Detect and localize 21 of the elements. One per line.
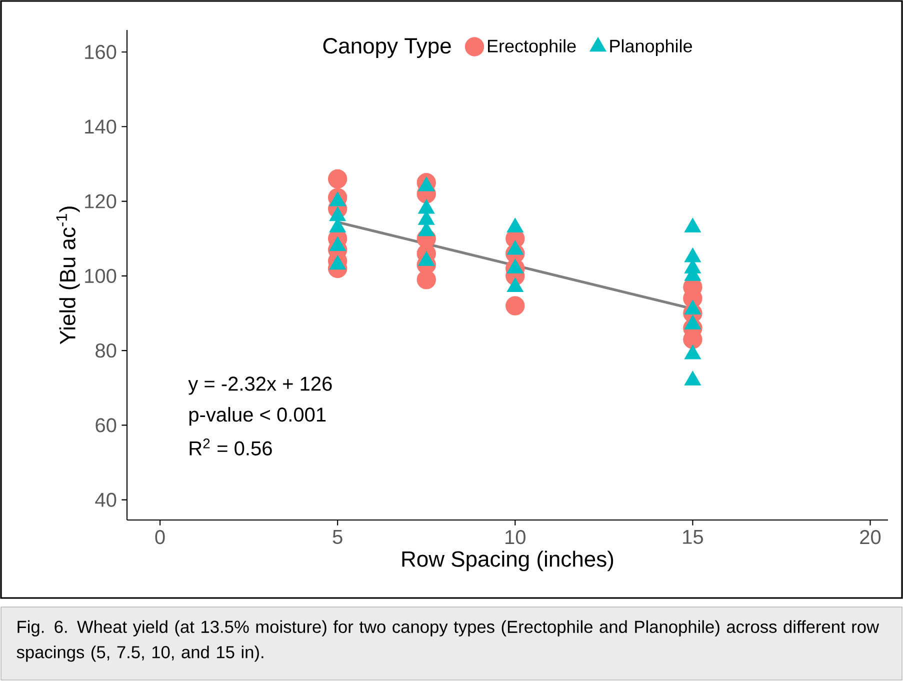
legend-title: Canopy Type [323, 38, 451, 58]
y-axis-title: Yield (Bu ac$^{-1}$) [56, 206, 80, 344]
y-tick-label: 100 [85, 268, 116, 284]
annotation: y = -2.32x + 126 [188, 376, 332, 395]
legend-label: Erectophile [488, 39, 576, 56]
x-tick-label: 10 [506, 530, 526, 544]
y-tick-label: 140 [85, 120, 116, 134]
x-tick-label: 0 [155, 530, 165, 544]
x-tick-label: 20 [860, 530, 881, 544]
y-tick-label: 60 [96, 418, 116, 432]
y-tick-label: 160 [85, 44, 116, 60]
y-tick-label: 120 [85, 194, 116, 208]
annotation: R$^{2}$ = 0.56 [190, 438, 272, 456]
caption: Fig. 6. Wheat yield (at 13.5% moisture) for two canopy types (Erectophile and Planophile) across different row spacings (5, 7.5, 10, and 15 in). [16, 620, 880, 662]
annotation: p-value < 0.001 [189, 407, 326, 426]
x-tick-label: 15 [683, 530, 703, 544]
x-axis-title: Row Spacing (inches) [402, 550, 614, 572]
y-tick-label: 40 [95, 492, 116, 507]
y-tick-label: 80 [96, 343, 116, 358]
x-tick-label: 5 [332, 530, 342, 544]
legend-label: Planophile [610, 39, 692, 56]
